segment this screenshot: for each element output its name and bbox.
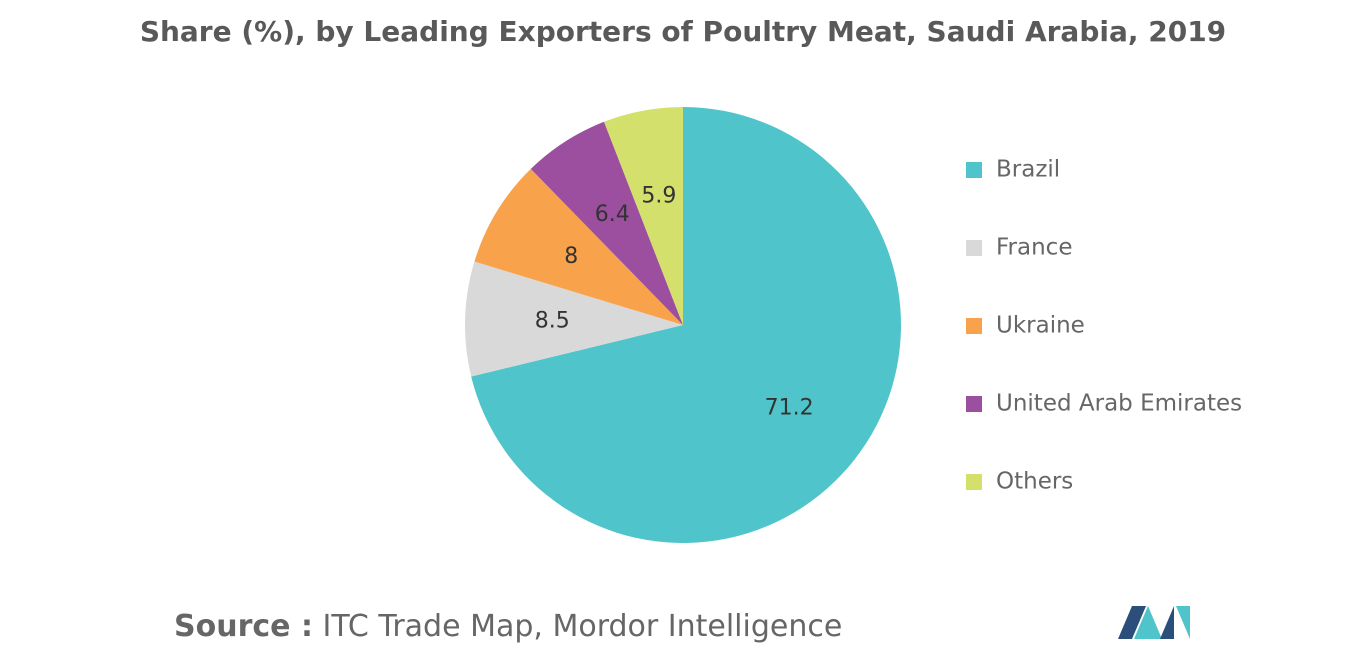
legend-label: Ukraine xyxy=(996,313,1085,339)
legend-label: France xyxy=(996,235,1072,261)
data-label: 71.2 xyxy=(765,395,814,420)
legend-swatch xyxy=(966,318,982,334)
legend-swatch xyxy=(966,396,982,412)
source: Source : ITC Trade Map, Mordor Intellige… xyxy=(174,609,842,644)
legend-label: United Arab Emirates xyxy=(996,391,1242,417)
legend-swatch xyxy=(966,474,982,490)
chart-title: Share (%), by Leading Exporters of Poult… xyxy=(140,15,1226,48)
data-label: 8 xyxy=(564,244,578,269)
logo xyxy=(1118,606,1190,639)
legend-label: Brazil xyxy=(996,157,1060,183)
data-label: 8.5 xyxy=(535,308,570,333)
data-label: 5.9 xyxy=(641,183,676,208)
pie-slice xyxy=(530,121,683,325)
pie-slice xyxy=(474,168,683,325)
legend-swatch xyxy=(966,162,982,178)
pie-slice xyxy=(465,261,683,377)
data-label: 6.4 xyxy=(595,202,630,227)
legend-swatch xyxy=(966,240,982,256)
legend-label: Others xyxy=(996,469,1073,495)
pie-slice xyxy=(471,107,902,543)
source-text: ITC Trade Map, Mordor Intelligence xyxy=(323,609,843,644)
source-label: Source : xyxy=(174,609,313,644)
pie-slice xyxy=(604,107,683,325)
